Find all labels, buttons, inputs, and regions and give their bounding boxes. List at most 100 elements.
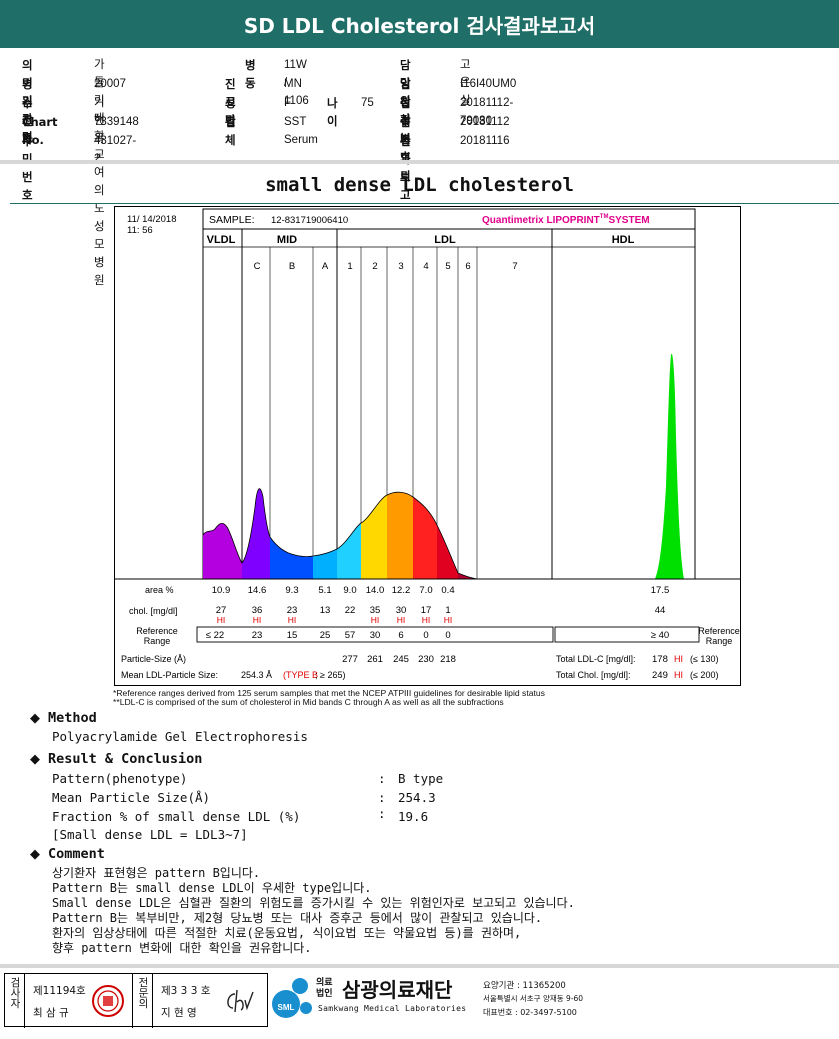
band-group-hdl: HDL: [612, 234, 635, 246]
info-value: 고은실: [460, 59, 471, 107]
result-label: Pattern(phenotype): [52, 771, 188, 786]
signature-box: 검사자 제11194호 최 삼 규 전문의 제3 3 3 호 지 현 영: [4, 973, 268, 1028]
section-title: small dense LDL cholesterol: [265, 174, 574, 196]
org-english: Samkwang Medical Laboratories: [318, 1004, 467, 1013]
result-label: Fraction % of small dense LDL (%): [52, 809, 301, 824]
org-prefix: 의료 법인: [316, 978, 333, 999]
area-value: 9.3: [285, 585, 298, 596]
info-value: 7339148: [94, 116, 139, 128]
info-value: 20181116: [460, 135, 510, 147]
mean-size-label: Mean LDL-Particle Size:: [121, 670, 218, 680]
examiner-label: 검사자: [9, 977, 21, 1009]
total-ldl-ref: (≤ 130): [690, 654, 718, 664]
hdl-peak: [655, 353, 684, 579]
ref-label: Reference: [136, 626, 178, 636]
info-label: 결과보고: [400, 134, 411, 202]
info-value: 가톨릭대학교 여의도성모병원: [94, 59, 105, 287]
particle-size: 218: [440, 654, 456, 665]
sample-label: SAMPLE:: [209, 214, 255, 226]
area-value: 14.0: [366, 585, 385, 596]
info-label: 병동: [245, 58, 256, 90]
hi-flag: HI: [371, 615, 380, 625]
info-label: 진료과: [225, 77, 236, 127]
sample-id: 12-831719006410: [271, 215, 348, 226]
ldl-tail: [458, 573, 477, 579]
band-label: 5: [445, 261, 450, 272]
seal-stamp-icon: [92, 985, 124, 1017]
svg-text:SML: SML: [278, 1003, 295, 1012]
result-colon: :: [378, 790, 386, 805]
comment-line: Pattern B는 small dense LDL이 우세한 type입니다.: [52, 881, 372, 895]
total-chol-value: 249: [652, 670, 668, 681]
band-group-mid: MID: [277, 234, 297, 246]
band-label: 4: [423, 261, 428, 272]
comment-line: Small dense LDL은 심혈관 질환의 위험도를 증가시킬 수 있는 …: [52, 896, 575, 910]
ref-value: 30: [370, 630, 381, 641]
area-value: 0.4: [441, 585, 454, 596]
hi-flag: HI: [397, 615, 406, 625]
specialist-label-cell: 전문의: [133, 974, 153, 1028]
area-value: 7.0: [419, 585, 432, 596]
org-code: 요양기관 : 11365200: [483, 981, 566, 991]
info-value: 20007: [94, 78, 126, 90]
mid-c-peak: [242, 488, 270, 579]
footnote: **LDL-C is comprised of the sum of chole…: [113, 697, 504, 707]
ldl-3-peak: [387, 492, 413, 579]
area-row-label: area %: [145, 585, 174, 595]
chol-value: 13: [320, 605, 331, 616]
ldl-5-peak: [437, 525, 458, 579]
divider: [0, 160, 839, 164]
ref-value: 0: [423, 630, 428, 641]
ref-value: 57: [345, 630, 356, 641]
info-label: 임상정보: [400, 77, 411, 145]
result-heading: ◆ Result & Conclusion: [30, 751, 203, 767]
particle-size: 261: [367, 654, 383, 665]
info-label: 성별: [225, 96, 236, 128]
method-text: Polyacrylamide Gel Electrophoresis: [52, 729, 308, 744]
examiner-label-cell: 검사자: [5, 974, 25, 1028]
total-chol-flag: HI: [674, 670, 683, 680]
ref-value: 25: [320, 630, 331, 641]
chol-value: 1: [445, 605, 450, 616]
ldl-1-peak: [337, 523, 361, 579]
particle-size: 230: [418, 654, 434, 665]
divider: [10, 203, 839, 204]
info-label: 주민번호: [22, 134, 33, 202]
hi-flag: HI: [422, 615, 431, 625]
vldl-peak: [203, 523, 242, 579]
chol-value: 27: [216, 605, 227, 616]
specialist-label: 전문의: [137, 977, 149, 1009]
ref-label: Reference: [698, 626, 740, 636]
signature-icon: [227, 989, 254, 1013]
result-colon: :: [378, 806, 386, 821]
hi-flag: HI: [217, 615, 226, 625]
patient-info: 의뢰기관명 가톨릭대학교 여의도성모병원 병동 11W / 1106 담당의사 …: [22, 56, 822, 287]
total-ldl-flag: HI: [674, 654, 683, 664]
info-label: 담당의사: [400, 58, 411, 126]
diamond-icon: ◆: [30, 752, 40, 767]
chol-value: 22: [345, 605, 356, 616]
ref-label: Range: [144, 636, 171, 646]
report-time: 11: 56: [127, 225, 153, 236]
result-colon: :: [378, 771, 386, 786]
comment-line: 향후 pattern 변화에 대한 확인을 권유합니다.: [52, 941, 312, 955]
info-value: 20181112-79030: [460, 97, 514, 127]
band-label: C: [254, 261, 261, 272]
total-ldl-value: 178: [652, 654, 668, 665]
band-group-vldl: VLDL: [207, 234, 236, 246]
info-value: I16I40UM0: [460, 78, 517, 90]
ref-label: Range: [706, 636, 733, 646]
band-label: A: [322, 261, 329, 272]
ref-value: 6: [398, 630, 403, 641]
ref-value: 0: [445, 630, 450, 641]
diamond-icon: ◆: [30, 847, 40, 862]
result-value: 19.6: [398, 809, 429, 824]
band-label: 3: [398, 261, 403, 272]
specialist-no: 제3 3 3 호: [161, 985, 211, 997]
total-ldl-label: Total LDL-C [mg/dl]:: [556, 654, 636, 664]
method-heading: ◆ Method: [30, 710, 97, 726]
info-label: 검체: [225, 115, 236, 147]
info-label: 병원코드: [22, 77, 33, 145]
examiner-name: 최 삼 규: [33, 1007, 69, 1019]
chol-value: 17: [421, 605, 432, 616]
